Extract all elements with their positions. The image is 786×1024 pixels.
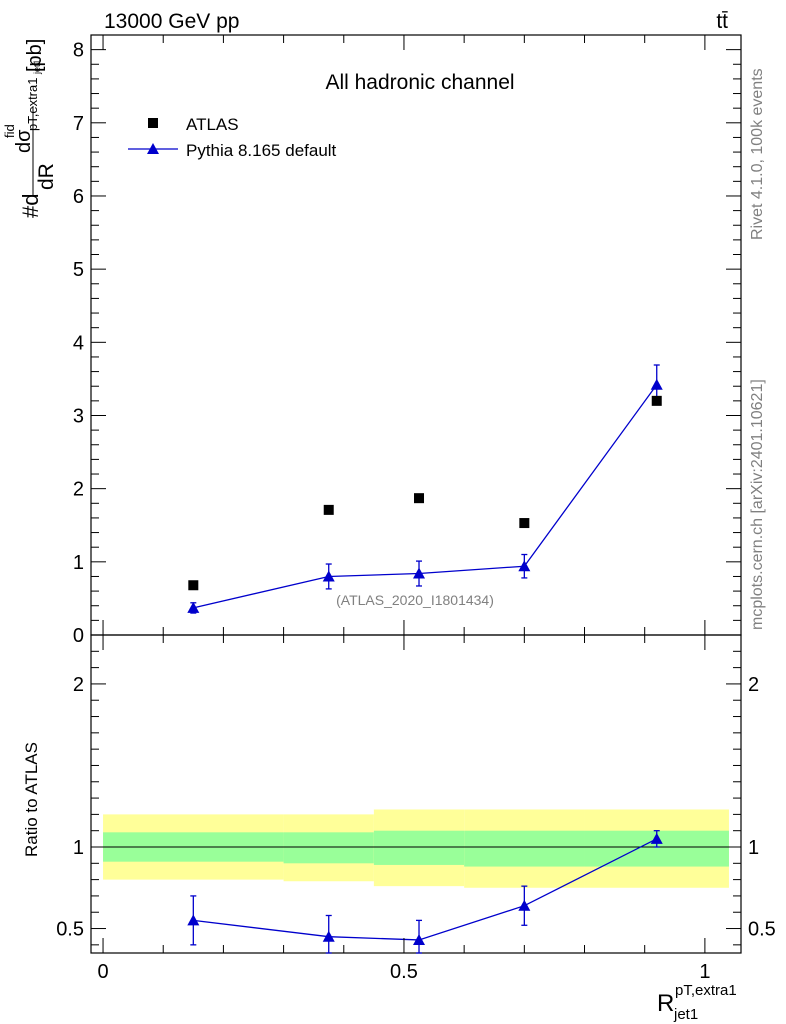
ratio-y-tick-label: 0.5 — [56, 919, 84, 941]
main-y-tick-label: 1 — [73, 552, 84, 574]
mcplots-label: mcplots.cern.ch [arXiv:2401.10621] — [749, 379, 766, 630]
ratio-y-tick-label: 1 — [73, 837, 84, 859]
pythia-point — [322, 570, 335, 582]
main-y-axis-label: #d dσ fid pT,extra1 jet1 dR [pb] — [2, 39, 58, 218]
ratio-y-axis-label: Ratio to ATLAS — [22, 742, 41, 857]
pythia-point — [187, 601, 200, 613]
ratio-y-tick-label-right: 2 — [748, 674, 759, 696]
ylabel-numerator: dσ — [13, 129, 35, 153]
main-y-tick-label: 6 — [73, 186, 84, 208]
ylabel-denominator: dR — [35, 163, 58, 190]
stat-uncertainty-band — [283, 832, 374, 864]
main-y-tick-label: 0 — [73, 625, 84, 647]
main-y-tick-label: 5 — [73, 259, 84, 281]
ratio-panel — [90, 634, 742, 954]
ylabel-unit: [pb] — [24, 39, 46, 72]
x-axis-label: R pT,extra1 jet1 — [657, 982, 737, 1023]
pythia-point — [518, 560, 531, 572]
xlabel-sup: pT,extra1 — [675, 982, 737, 999]
chart-title: All hadronic channel — [325, 71, 514, 94]
main-y-axis: 0 1 2 3 4 5 6 7 8 — [73, 34, 741, 647]
ratio-point — [518, 899, 531, 911]
ratio-y-axis: 0.5 0.5 1 1 2 2 — [56, 634, 776, 946]
ratio-panel-frame — [90, 634, 742, 954]
rivet-version-label: Rivet 4.1.0, 100k events — [749, 68, 766, 240]
stat-uncertainty-band — [373, 830, 465, 865]
main-y-tick-label: 4 — [73, 332, 84, 354]
xlabel-base: R — [657, 990, 674, 1017]
main-y-tick-label: 7 — [73, 113, 84, 135]
legend-atlas-marker — [148, 118, 158, 128]
x-tick-label: 0.5 — [390, 961, 418, 983]
stat-uncertainty-band — [464, 830, 585, 867]
main-y-tick-label: 2 — [73, 479, 84, 501]
atlas-point — [414, 493, 425, 504]
ratio-point — [650, 832, 663, 844]
ylabel-numerator-subsub: jet1 — [32, 59, 42, 75]
atlas-point — [519, 518, 530, 529]
process-label: tt̄ — [716, 10, 728, 33]
main-y-tick-label: 8 — [73, 40, 84, 62]
ratio-point — [322, 930, 335, 942]
x-axis: 0 0.5 1 — [97, 35, 710, 983]
ratio-data-layer — [187, 830, 663, 954]
main-y-tick-label: 3 — [73, 405, 84, 427]
x-tick-label: 0 — [97, 961, 108, 983]
x-tick-label: 1 — [699, 961, 710, 983]
ratio-y-tick-label: 2 — [73, 674, 84, 696]
ratio-y-tick-label-right: 1 — [748, 837, 759, 859]
legend-pythia-marker — [147, 143, 159, 154]
xlabel-sub: jet1 — [673, 1006, 698, 1023]
atlas-point — [323, 504, 334, 515]
pythia-point — [650, 378, 663, 390]
ylabel-numerator-sub: pT,extra1 — [25, 78, 40, 131]
ratio-point — [413, 933, 426, 945]
atlas-point — [651, 395, 662, 406]
atlas-point — [188, 580, 199, 591]
main-data-layer — [187, 364, 663, 614]
ratio-y-tick-label-right: 0.5 — [748, 919, 776, 941]
ylabel-prefix: #d — [18, 194, 43, 218]
legend-pythia-label: Pythia 8.165 default — [186, 141, 337, 160]
beam-energy-label: 13000 GeV pp — [104, 10, 239, 33]
pythia-point — [413, 567, 426, 579]
legend: ATLAS Pythia 8.165 default — [128, 115, 337, 160]
ylabel-numerator-sup: fid — [2, 124, 17, 138]
analysis-tag: (ATLAS_2020_I1801434) — [336, 592, 494, 608]
ratio-uncertainty-bands — [91, 809, 741, 888]
pythia-series-line — [193, 384, 658, 609]
legend-atlas-label: ATLAS — [186, 115, 239, 134]
ratio-point — [187, 914, 200, 926]
